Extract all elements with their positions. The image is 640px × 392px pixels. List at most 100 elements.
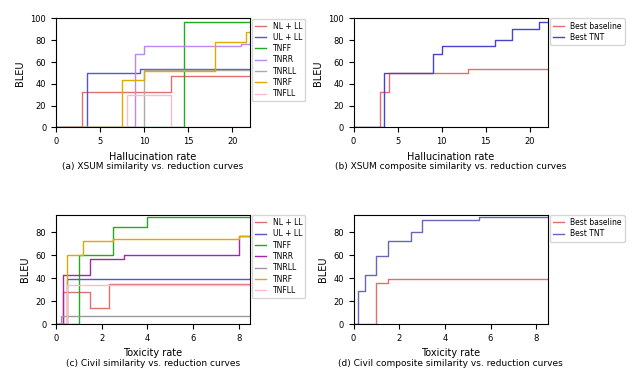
Best TNT bbox=[381, 125, 388, 130]
Legend: NL + LL, UL + LL, TNFF, TNRR, TNRLL, TNRF, TNFLL: NL + LL, UL + LL, TNFF, TNRR, TNRLL, TNR… bbox=[252, 215, 305, 298]
TNFLL bbox=[123, 93, 131, 97]
Text: (d) Civil composite similarity vs. reduction curves: (d) Civil composite similarity vs. reduc… bbox=[338, 359, 563, 368]
TNRF bbox=[235, 233, 243, 238]
Best baseline bbox=[385, 89, 393, 94]
TNRF bbox=[211, 69, 219, 73]
NL + LL bbox=[167, 89, 175, 94]
TNRF bbox=[109, 239, 117, 244]
Best baseline bbox=[384, 280, 392, 285]
TNRR bbox=[86, 256, 94, 261]
Best TNT bbox=[429, 71, 436, 75]
Best baseline bbox=[349, 322, 357, 327]
Text: (c) Civil similarity vs. reduction curves: (c) Civil similarity vs. reduction curve… bbox=[66, 359, 240, 368]
TNRR bbox=[140, 44, 148, 48]
TNRLL bbox=[246, 314, 254, 318]
TNFLL bbox=[167, 125, 175, 130]
TNRF bbox=[52, 125, 60, 130]
Best TNT bbox=[491, 44, 499, 48]
Best TNT bbox=[418, 217, 426, 222]
TNFF bbox=[143, 224, 151, 229]
Best TNT bbox=[429, 52, 436, 57]
UL + LL bbox=[83, 125, 91, 130]
UL + LL bbox=[136, 66, 143, 71]
NL + LL bbox=[246, 281, 254, 286]
Best baseline bbox=[349, 125, 357, 130]
NL + LL bbox=[86, 306, 94, 310]
TNFLL bbox=[246, 283, 254, 287]
TNRLL bbox=[140, 67, 148, 72]
Line: TNFLL: TNFLL bbox=[56, 285, 250, 324]
TNRF bbox=[79, 253, 87, 258]
TNRLL bbox=[57, 322, 65, 327]
NL + LL bbox=[105, 306, 113, 310]
TNFF bbox=[109, 224, 117, 229]
NL + LL bbox=[246, 74, 254, 79]
UL + LL bbox=[63, 277, 71, 282]
Line: Best TNT: Best TNT bbox=[353, 218, 548, 324]
TNRLL bbox=[246, 67, 254, 72]
Legend: Best baseline, Best TNT: Best baseline, Best TNT bbox=[550, 18, 625, 45]
TNRR bbox=[246, 233, 254, 238]
Best TNT bbox=[384, 239, 392, 244]
TNRR bbox=[237, 44, 245, 48]
Best TNT bbox=[349, 322, 357, 327]
TNRF bbox=[140, 77, 148, 82]
UL + LL bbox=[52, 125, 60, 130]
Best baseline bbox=[372, 322, 380, 327]
Line: TNRF: TNRF bbox=[56, 236, 250, 324]
TNFLL bbox=[63, 322, 71, 327]
Best TNT bbox=[372, 272, 380, 277]
NL + LL bbox=[59, 322, 67, 327]
Legend: NL + LL, UL + LL, TNFF, TNRR, TNRLL, TNRF, TNFLL: NL + LL, UL + LL, TNFF, TNRR, TNRLL, TNR… bbox=[252, 18, 305, 102]
Line: TNRF: TNRF bbox=[56, 32, 250, 127]
Best baseline bbox=[384, 277, 392, 282]
Title: (d) Civil composite similarity vs. reduction curves: (d) Civil composite similarity vs. reduc… bbox=[0, 391, 1, 392]
TNFF bbox=[246, 215, 254, 220]
TNRLL bbox=[140, 125, 148, 130]
Best TNT bbox=[361, 272, 369, 277]
TNFLL bbox=[52, 125, 60, 130]
UL + LL bbox=[136, 71, 143, 75]
Best TNT bbox=[544, 215, 552, 220]
Best baseline bbox=[465, 71, 472, 75]
TNFLL bbox=[63, 283, 71, 287]
TNRLL bbox=[52, 322, 60, 327]
NL + LL bbox=[167, 74, 175, 79]
Line: TNRR: TNRR bbox=[56, 236, 250, 324]
Best TNT bbox=[544, 20, 552, 24]
NL + LL bbox=[52, 125, 60, 130]
TNRF bbox=[242, 40, 250, 45]
TNFF bbox=[175, 125, 183, 130]
Best baseline bbox=[544, 277, 552, 282]
TNRF bbox=[118, 77, 126, 82]
UL + LL bbox=[246, 66, 254, 71]
TNFLL bbox=[246, 125, 254, 130]
UL + LL bbox=[83, 71, 91, 75]
Best baseline bbox=[376, 125, 384, 130]
Legend: Best baseline, Best TNT: Best baseline, Best TNT bbox=[550, 215, 625, 241]
Best TNT bbox=[508, 27, 516, 32]
Best TNT bbox=[361, 289, 369, 293]
Best baseline bbox=[385, 71, 393, 75]
X-axis label: Toxicity rate: Toxicity rate bbox=[124, 348, 182, 358]
NL + LL bbox=[79, 125, 86, 130]
X-axis label: Toxicity rate: Toxicity rate bbox=[421, 348, 480, 358]
TNFF bbox=[52, 125, 60, 130]
UL + LL bbox=[246, 277, 254, 282]
Line: NL + LL: NL + LL bbox=[56, 76, 250, 127]
Best baseline bbox=[544, 66, 552, 71]
Best baseline bbox=[465, 66, 472, 71]
Best TNT bbox=[418, 230, 426, 235]
Line: TNRR: TNRR bbox=[56, 44, 250, 127]
TNRR bbox=[52, 322, 60, 327]
Best TNT bbox=[355, 289, 362, 293]
Line: UL + LL: UL + LL bbox=[56, 279, 250, 324]
TNFF bbox=[109, 253, 117, 258]
Line: UL + LL: UL + LL bbox=[56, 69, 250, 127]
Best TNT bbox=[535, 20, 543, 24]
TNFF bbox=[180, 125, 188, 130]
TNRR bbox=[121, 253, 129, 258]
TNRR bbox=[237, 41, 245, 46]
Best TNT bbox=[355, 322, 362, 327]
TNRR bbox=[132, 52, 140, 57]
